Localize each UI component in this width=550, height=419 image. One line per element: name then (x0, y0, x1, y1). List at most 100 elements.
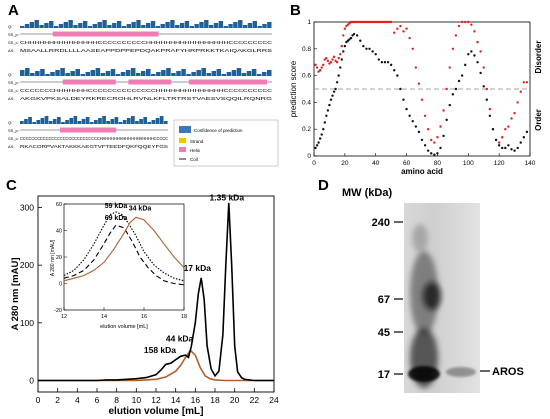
confidence-bar (226, 72, 232, 76)
order-point (516, 146, 519, 150)
confidence-bar (204, 20, 209, 28)
order-point (320, 133, 323, 136)
x-tick-label: 22 (250, 395, 260, 405)
confidence-bar (44, 116, 49, 124)
y-tick-label: 0.4 (302, 99, 311, 106)
inset-solid-trace (63, 216, 185, 282)
confidence-bar (121, 26, 127, 28)
confidence-bar (236, 68, 242, 76)
confidence-bar (135, 121, 139, 124)
x-tick-label: 40 (372, 160, 380, 167)
confidence-bar (39, 25, 44, 28)
confidence-bar (65, 120, 69, 124)
confidence-bar (165, 22, 170, 28)
order-point (488, 114, 492, 118)
confidence-bar (201, 68, 206, 76)
confidence-bar (63, 22, 68, 28)
order-point (389, 63, 393, 67)
disorder-point (504, 128, 507, 131)
order-label: Order (534, 109, 543, 131)
order-point (339, 66, 342, 69)
order-point (328, 103, 331, 107)
order-point (433, 153, 436, 156)
order-point (442, 134, 445, 138)
confidence-bar (34, 20, 39, 28)
disorder-point (501, 136, 504, 139)
confidence-bar (213, 23, 219, 28)
disorder-point (525, 81, 529, 84)
y-tick-label: 0.2 (302, 126, 311, 133)
disorder-point (322, 63, 325, 67)
confidence-bar (60, 68, 65, 76)
disorder-point (339, 52, 342, 56)
confidence-bar (30, 73, 35, 76)
y-axis-label: A 280 nm [mAU] (10, 257, 21, 330)
order-point (359, 39, 362, 42)
confidence-bar (206, 73, 212, 76)
confidence-bar (29, 22, 35, 28)
confidence-bar (40, 69, 45, 76)
order-point (342, 50, 345, 53)
x-tick-label: 18 (210, 395, 220, 405)
inset-x-tick-label: 12 (61, 314, 67, 320)
x-tick-label: 4 (75, 395, 80, 405)
confidence-bar (25, 68, 30, 76)
order-point (377, 58, 380, 61)
disorder-point (414, 66, 418, 69)
confidence-bar (155, 26, 161, 28)
order-point (464, 63, 467, 67)
confidence-bar (136, 20, 141, 28)
confidence-bar (163, 121, 168, 124)
confidence-bar (179, 23, 185, 28)
disorder-point (426, 128, 430, 131)
confidence-bar (90, 70, 96, 76)
disorder-point (396, 27, 399, 30)
confidence-bar (166, 68, 171, 76)
order-point (479, 71, 482, 75)
inset-dashed-trace (63, 224, 185, 286)
order-point (405, 107, 408, 111)
disorder-point (343, 27, 347, 30)
disorder-point (510, 117, 513, 120)
order-point (352, 32, 356, 36)
order-point (460, 74, 464, 77)
order-point (411, 119, 414, 123)
peak-annotation: 17 kDa (184, 263, 212, 273)
disorder-point (331, 58, 334, 61)
confidence-bar (209, 25, 214, 28)
y-tick-label: 0.8 (302, 46, 311, 53)
y-tick-label: 300 (20, 203, 34, 213)
confidence-bar (102, 116, 106, 124)
mw-marker-label: 45 (378, 327, 390, 339)
y-tick-label: 1 (307, 19, 311, 26)
order-point (329, 98, 333, 101)
mw-header: MW (kDa) (342, 187, 392, 199)
legend-title: Confidence of prediction (194, 128, 243, 133)
confidence-bar (246, 71, 252, 76)
order-point (482, 85, 485, 88)
confidence-bar (176, 71, 181, 76)
disorder-point (516, 101, 519, 104)
order-point (314, 146, 317, 150)
disorder-point (488, 107, 492, 111)
confidence-bar (125, 70, 131, 76)
disorder-point (470, 23, 473, 26)
confidence-bar (114, 117, 119, 124)
x-axis-label: amino acid (401, 167, 443, 176)
confidence-bar (223, 26, 228, 28)
y-tick-label: 0 (29, 375, 34, 385)
inset-x-tick-label: 14 (101, 314, 107, 320)
order-point (362, 44, 365, 48)
order-point (334, 87, 337, 91)
order-point (457, 79, 461, 83)
row-label: Q: (8, 24, 12, 29)
helix-segment (188, 79, 267, 85)
confidence-bar (160, 24, 165, 28)
order-point (454, 87, 458, 91)
secondary-structure-panel: Q: SS_p: SS_c: AS: CHHHHHHHHHHHHHHHCCCCCCCCC… (8, 20, 279, 167)
confidence-bar (36, 120, 41, 124)
inset-x-tick-label: 16 (141, 314, 147, 320)
confidence-bar (156, 72, 161, 76)
